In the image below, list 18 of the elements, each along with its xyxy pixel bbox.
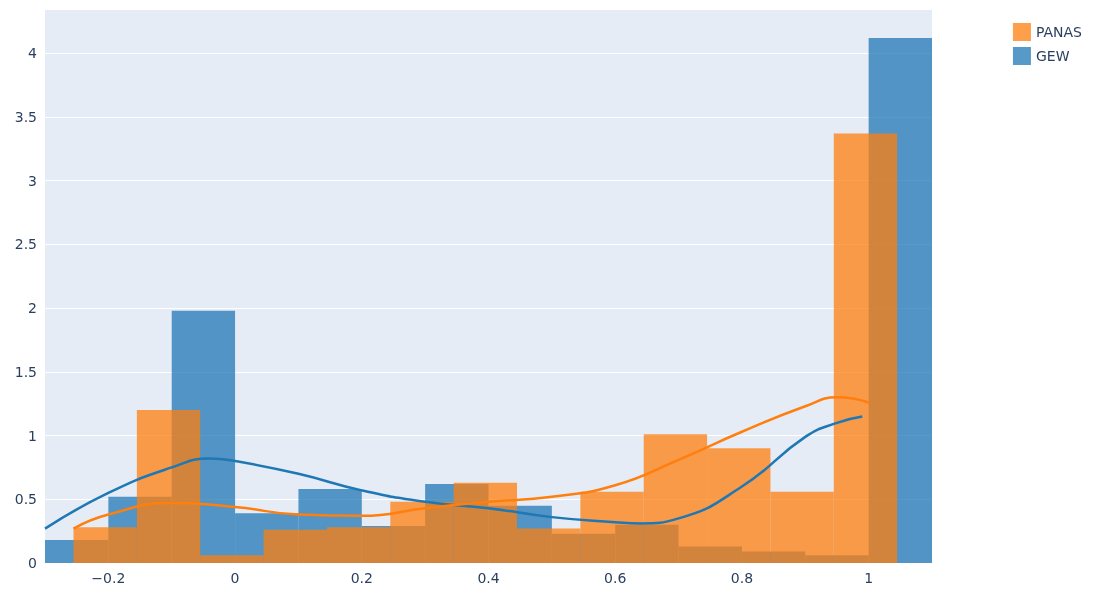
y-tick-label: 4 (28, 45, 38, 62)
y-tick-label: 3.5 (14, 109, 37, 126)
y-tick-label: 2 (28, 300, 37, 317)
legend-label: PANAS (1035, 24, 1083, 40)
y-tick-label: 0 (28, 555, 37, 571)
x-tick-label: 0.8 (730, 570, 754, 586)
x-tick-label: 1 (864, 570, 874, 586)
x-tick-label: 0 (230, 570, 240, 586)
y-tick-label: 2.5 (14, 236, 37, 253)
x-tick-label: −0.2 (91, 570, 126, 586)
legend-label: GEW (1035, 48, 1070, 64)
y-tick-label: 3 (28, 172, 37, 189)
y-tick-label: 1 (28, 427, 37, 444)
x-tick-label: 0.6 (604, 570, 627, 586)
x-tick-label: 0.4 (477, 570, 500, 586)
y-tick-label: 0.5 (14, 491, 37, 508)
x-tick-label: 0.2 (350, 570, 373, 586)
y-tick-label: 1.5 (14, 363, 37, 380)
